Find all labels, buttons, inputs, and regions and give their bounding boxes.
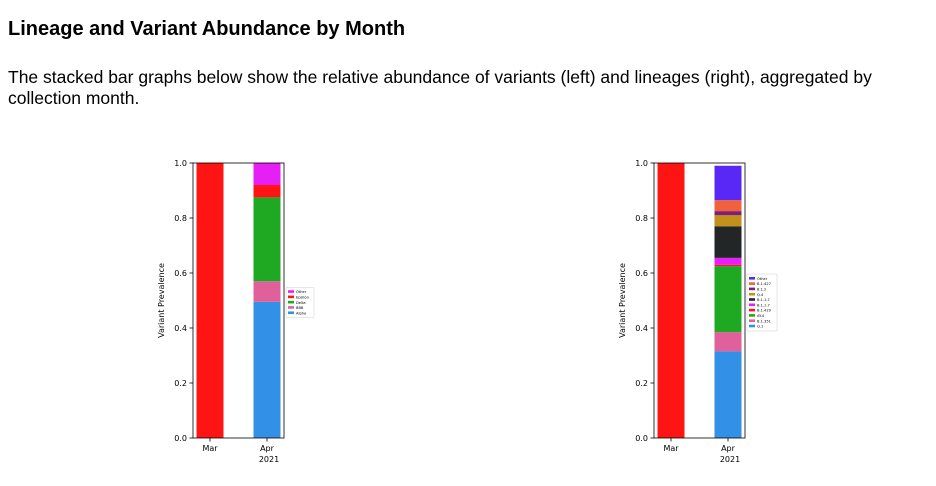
y-tick-label: 1.0 xyxy=(635,159,648,168)
bar-segment-apr-4 xyxy=(714,257,742,265)
legend-entry: Q.1 xyxy=(757,325,763,329)
legend-entry: Delta xyxy=(296,301,306,305)
bar-segment-apr-2 xyxy=(253,197,281,282)
y-tick-label: 0.8 xyxy=(635,214,648,223)
legend-swatch xyxy=(749,277,755,280)
bar-segment-apr-1 xyxy=(253,281,281,302)
page-description: The stacked bar graphs below show the re… xyxy=(8,67,872,108)
x-tick-label: Mar xyxy=(202,444,218,453)
legend-swatch xyxy=(288,300,294,304)
x-year-label: 2021 xyxy=(259,455,279,464)
y-tick-label: 0.2 xyxy=(174,379,187,388)
legend-swatch xyxy=(288,295,294,299)
bar-segment-apr-7 xyxy=(714,211,742,216)
y-axis-label: Variant Prevalence xyxy=(157,263,166,338)
bar-segment-apr-8 xyxy=(714,200,742,212)
bar-segment-apr-4 xyxy=(253,163,281,185)
y-tick-label: 0.2 xyxy=(635,379,648,388)
bar-segment-mar-3 xyxy=(196,163,224,438)
bar-segment-apr-9 xyxy=(714,165,742,201)
legend-box xyxy=(285,287,315,318)
legend-swatch xyxy=(288,290,294,293)
axes-frame xyxy=(192,162,285,439)
y-tick-label: 0.4 xyxy=(635,324,648,333)
legend-entry: B.1.429 xyxy=(757,309,772,313)
y-tick-label: 1.0 xyxy=(174,159,187,168)
legend-swatch xyxy=(749,308,755,312)
legend-entry: BBB xyxy=(296,306,304,310)
legend-swatch xyxy=(288,311,294,315)
legend-swatch xyxy=(749,303,755,307)
x-tick-label: Apr xyxy=(721,444,736,453)
legend-entry: B.1.427 xyxy=(757,282,771,286)
legend-swatch xyxy=(749,319,755,322)
bar-segment-apr-3 xyxy=(714,264,742,267)
legend-entry: Epsilon xyxy=(296,295,309,299)
y-tick-label: 0.6 xyxy=(174,269,187,278)
bar-segment-apr-0 xyxy=(253,301,281,438)
page-title: Lineage and Variant Abundance by Month xyxy=(8,18,406,40)
x-year-label: 2021 xyxy=(720,455,740,464)
bar-segment-mar-3 xyxy=(657,163,685,438)
legend-entry: B.1.351 xyxy=(757,319,771,323)
legend-swatch xyxy=(288,306,294,309)
x-tick-label: Mar xyxy=(663,444,679,453)
legend-entry: B.1.1.7 xyxy=(757,303,770,307)
lineage-chart: 0.0 0.2 0.4 0.6 0.8 1.0 Mar Apr 2021 Variant Prev… xyxy=(618,159,778,464)
bar-segment-apr-1 xyxy=(714,332,742,352)
x-tick-label: Apr xyxy=(260,444,275,453)
legend-entry: B.1.2 xyxy=(757,288,766,292)
legend-swatch xyxy=(749,314,755,317)
legend-swatch xyxy=(749,298,755,301)
bar-segment-apr-5 xyxy=(714,226,742,258)
y-tick-label: 0.6 xyxy=(635,269,648,278)
bar-segment-apr-2 xyxy=(714,266,742,333)
legend-entry: Other xyxy=(757,277,768,281)
y-tick-label: 0.8 xyxy=(174,214,187,223)
legend-swatch xyxy=(749,324,755,328)
legend-swatch xyxy=(749,292,755,296)
axes-frame xyxy=(653,162,746,439)
bar-segment-apr-6 xyxy=(714,215,742,227)
bar-segment-apr-0 xyxy=(714,351,742,438)
legend-entry: Alpha xyxy=(296,311,306,315)
legend-swatch xyxy=(749,287,755,291)
bar-segment-apr-3 xyxy=(253,185,281,198)
legend-entry: AY.4 xyxy=(757,314,765,318)
legend-entry: Other xyxy=(296,290,307,294)
y-tick-label: 0.0 xyxy=(635,434,648,443)
y-tick-label: 0.0 xyxy=(174,434,187,443)
legend-swatch xyxy=(749,282,755,285)
y-axis-label: Variant Prevalence xyxy=(618,263,627,338)
legend-entry: B.1.1.7 xyxy=(757,298,770,302)
variant-chart: 0.0 0.2 0.4 0.6 0.8 1.0 Mar Apr 2021 Variant Prev… xyxy=(157,159,315,464)
y-tick-label: 0.4 xyxy=(174,324,187,333)
legend-entry: Q.4 xyxy=(757,293,764,297)
